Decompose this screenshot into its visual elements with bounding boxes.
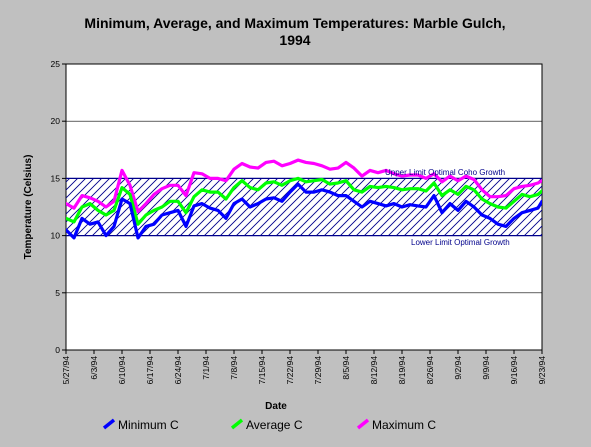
x-tick-label: 9/23/94 <box>537 356 547 385</box>
legend-swatch-maximum <box>356 418 370 430</box>
x-tick-label: 7/29/94 <box>313 356 323 385</box>
y-axis-title: Temperature (Celsius) <box>23 155 34 260</box>
x-tick-label: 5/27/94 <box>61 356 71 385</box>
chart-title-line-1: Minimum, Average, and Maximum Temperatur… <box>84 15 505 31</box>
x-axis: 5/27/94 6/3/94 6/10/94 6/17/94 6/24/94 7/1/94… <box>61 350 547 384</box>
upper-limit-label: Upper Limit Optimal Coho Growth <box>385 168 505 177</box>
x-tick-label: 7/8/94 <box>229 356 239 380</box>
x-tick-label: 7/15/94 <box>257 356 267 385</box>
x-tick-label: 9/9/94 <box>481 356 491 380</box>
y-axis: 0 5 10 15 20 25 <box>51 59 66 355</box>
legend-label-maximum: Maximum C <box>372 418 436 432</box>
legend-label-average: Average C <box>246 418 303 432</box>
y-tick-label-0: 0 <box>55 345 60 355</box>
legend-swatch-average <box>230 418 244 430</box>
lower-limit-label: Lower Limit Optimal Growth <box>411 238 510 247</box>
y-tick-label-15: 15 <box>51 173 61 183</box>
chart-title-line-2: 1994 <box>279 32 310 48</box>
y-tick-label-10: 10 <box>51 231 61 241</box>
legend-label-minimum: Minimum C <box>118 418 179 432</box>
series-line-minimum <box>66 182 542 240</box>
x-tick-label: 6/3/94 <box>89 356 99 380</box>
x-tick-label: 8/5/94 <box>341 356 351 380</box>
series-lines <box>66 158 542 240</box>
x-tick-label: 8/19/94 <box>397 356 407 385</box>
x-tick-label: 8/26/94 <box>425 356 435 385</box>
x-tick-label: 8/12/94 <box>369 356 379 385</box>
x-tick-label: 6/17/94 <box>145 356 155 385</box>
y-tick-label-20: 20 <box>51 116 61 126</box>
x-tick-label: 7/22/94 <box>285 356 295 385</box>
x-axis-title: Date <box>265 401 287 412</box>
x-tick-label: 7/1/94 <box>201 356 211 380</box>
series-line-average <box>66 176 542 226</box>
x-tick-label: 6/24/94 <box>173 356 183 385</box>
x-tick-label: 6/10/94 <box>117 356 127 385</box>
x-tick-label: 9/16/94 <box>509 356 519 385</box>
y-tick-label-25: 25 <box>51 59 61 69</box>
y-tick-label-5: 5 <box>55 288 60 298</box>
legend: Minimum C Average C Maximum C <box>102 418 436 432</box>
x-tick-label: 9/2/94 <box>453 356 463 380</box>
legend-swatch-minimum <box>102 418 116 430</box>
series-line-maximum <box>66 158 542 214</box>
